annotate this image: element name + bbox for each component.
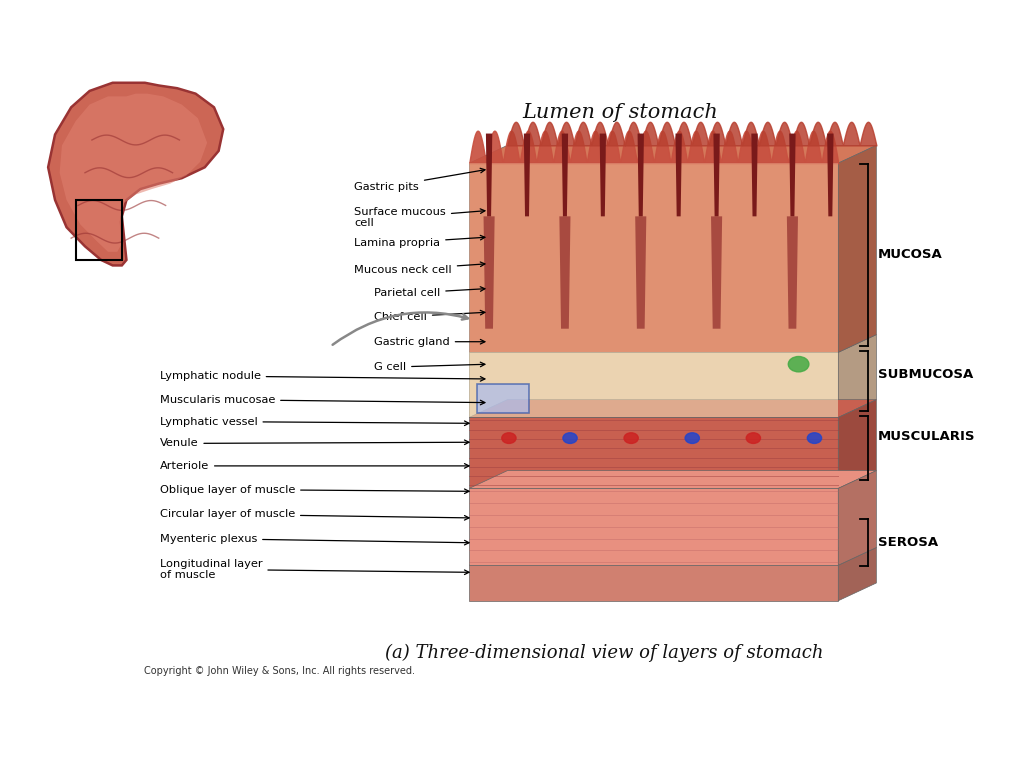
Polygon shape [600,134,606,217]
Polygon shape [469,335,877,353]
Text: SEROSA: SEROSA [878,536,938,549]
Polygon shape [827,134,834,217]
Polygon shape [562,134,568,217]
Circle shape [807,433,821,443]
Text: Muscularis mucosae: Muscularis mucosae [160,395,485,405]
Circle shape [502,433,516,443]
Text: Circular layer of muscle: Circular layer of muscle [160,509,469,520]
Text: SUBMUCOSA: SUBMUCOSA [878,369,973,382]
Polygon shape [790,134,796,217]
Text: Arteriole: Arteriole [160,461,469,471]
Text: Lymphatic vessel: Lymphatic vessel [160,416,469,426]
Polygon shape [839,471,877,565]
Bar [477,384,528,412]
Polygon shape [676,134,682,217]
Polygon shape [638,134,644,217]
Polygon shape [839,145,877,353]
Circle shape [624,433,638,443]
Polygon shape [839,335,877,418]
Polygon shape [469,163,839,353]
Polygon shape [486,134,493,217]
Text: Lymphatic nodule: Lymphatic nodule [160,371,485,381]
Text: Myenteric plexus: Myenteric plexus [160,534,469,545]
Text: MUCOSA: MUCOSA [878,248,943,261]
Polygon shape [469,471,877,488]
Circle shape [788,356,809,372]
Circle shape [685,433,699,443]
Text: Surface mucous
cell: Surface mucous cell [354,207,485,228]
Polygon shape [714,134,720,217]
Text: Venule: Venule [160,439,469,449]
Polygon shape [469,399,877,418]
Polygon shape [469,418,839,488]
Text: MUSCULARIS: MUSCULARIS [878,430,976,443]
Polygon shape [469,145,877,163]
Polygon shape [786,217,798,329]
Text: Lumen of stomach: Lumen of stomach [522,104,718,122]
Polygon shape [469,353,839,418]
Text: Lamina propria: Lamina propria [354,235,485,248]
Polygon shape [469,548,877,565]
Polygon shape [524,134,530,217]
Polygon shape [469,163,839,353]
Text: Copyright © John Wiley & Sons, Inc. All rights reserved.: Copyright © John Wiley & Sons, Inc. All … [143,667,415,677]
Polygon shape [483,217,495,329]
Text: Parietal cell: Parietal cell [374,286,485,298]
Text: (a) Three-dimensional view of layers of stomach: (a) Three-dimensional view of layers of … [385,644,823,662]
Polygon shape [48,83,223,266]
Text: Chief cell: Chief cell [374,310,485,322]
Polygon shape [839,548,877,601]
Text: Gastric pits: Gastric pits [354,168,485,192]
Text: Oblique layer of muscle: Oblique layer of muscle [160,485,469,495]
Polygon shape [469,565,839,601]
Text: G cell: G cell [374,362,485,372]
Polygon shape [559,217,570,329]
Polygon shape [711,217,722,329]
Polygon shape [469,353,839,418]
Polygon shape [635,217,646,329]
Circle shape [563,433,578,443]
Circle shape [746,433,761,443]
Polygon shape [469,488,839,565]
Text: Mucous neck cell: Mucous neck cell [354,262,485,275]
Polygon shape [59,94,207,252]
Text: Gastric gland: Gastric gland [374,336,485,346]
Polygon shape [752,134,758,217]
Polygon shape [839,399,877,488]
Text: Longitudinal layer
of muscle: Longitudinal layer of muscle [160,558,469,580]
Bar [76,200,122,260]
